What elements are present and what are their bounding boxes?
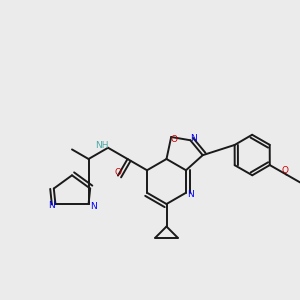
Text: N: N bbox=[49, 201, 55, 210]
Text: NH: NH bbox=[95, 141, 108, 150]
Text: O: O bbox=[281, 167, 288, 176]
Text: N: N bbox=[90, 202, 96, 211]
Text: N: N bbox=[187, 190, 194, 199]
Text: N: N bbox=[190, 134, 197, 143]
Text: O: O bbox=[170, 135, 177, 144]
Text: O: O bbox=[115, 168, 122, 177]
